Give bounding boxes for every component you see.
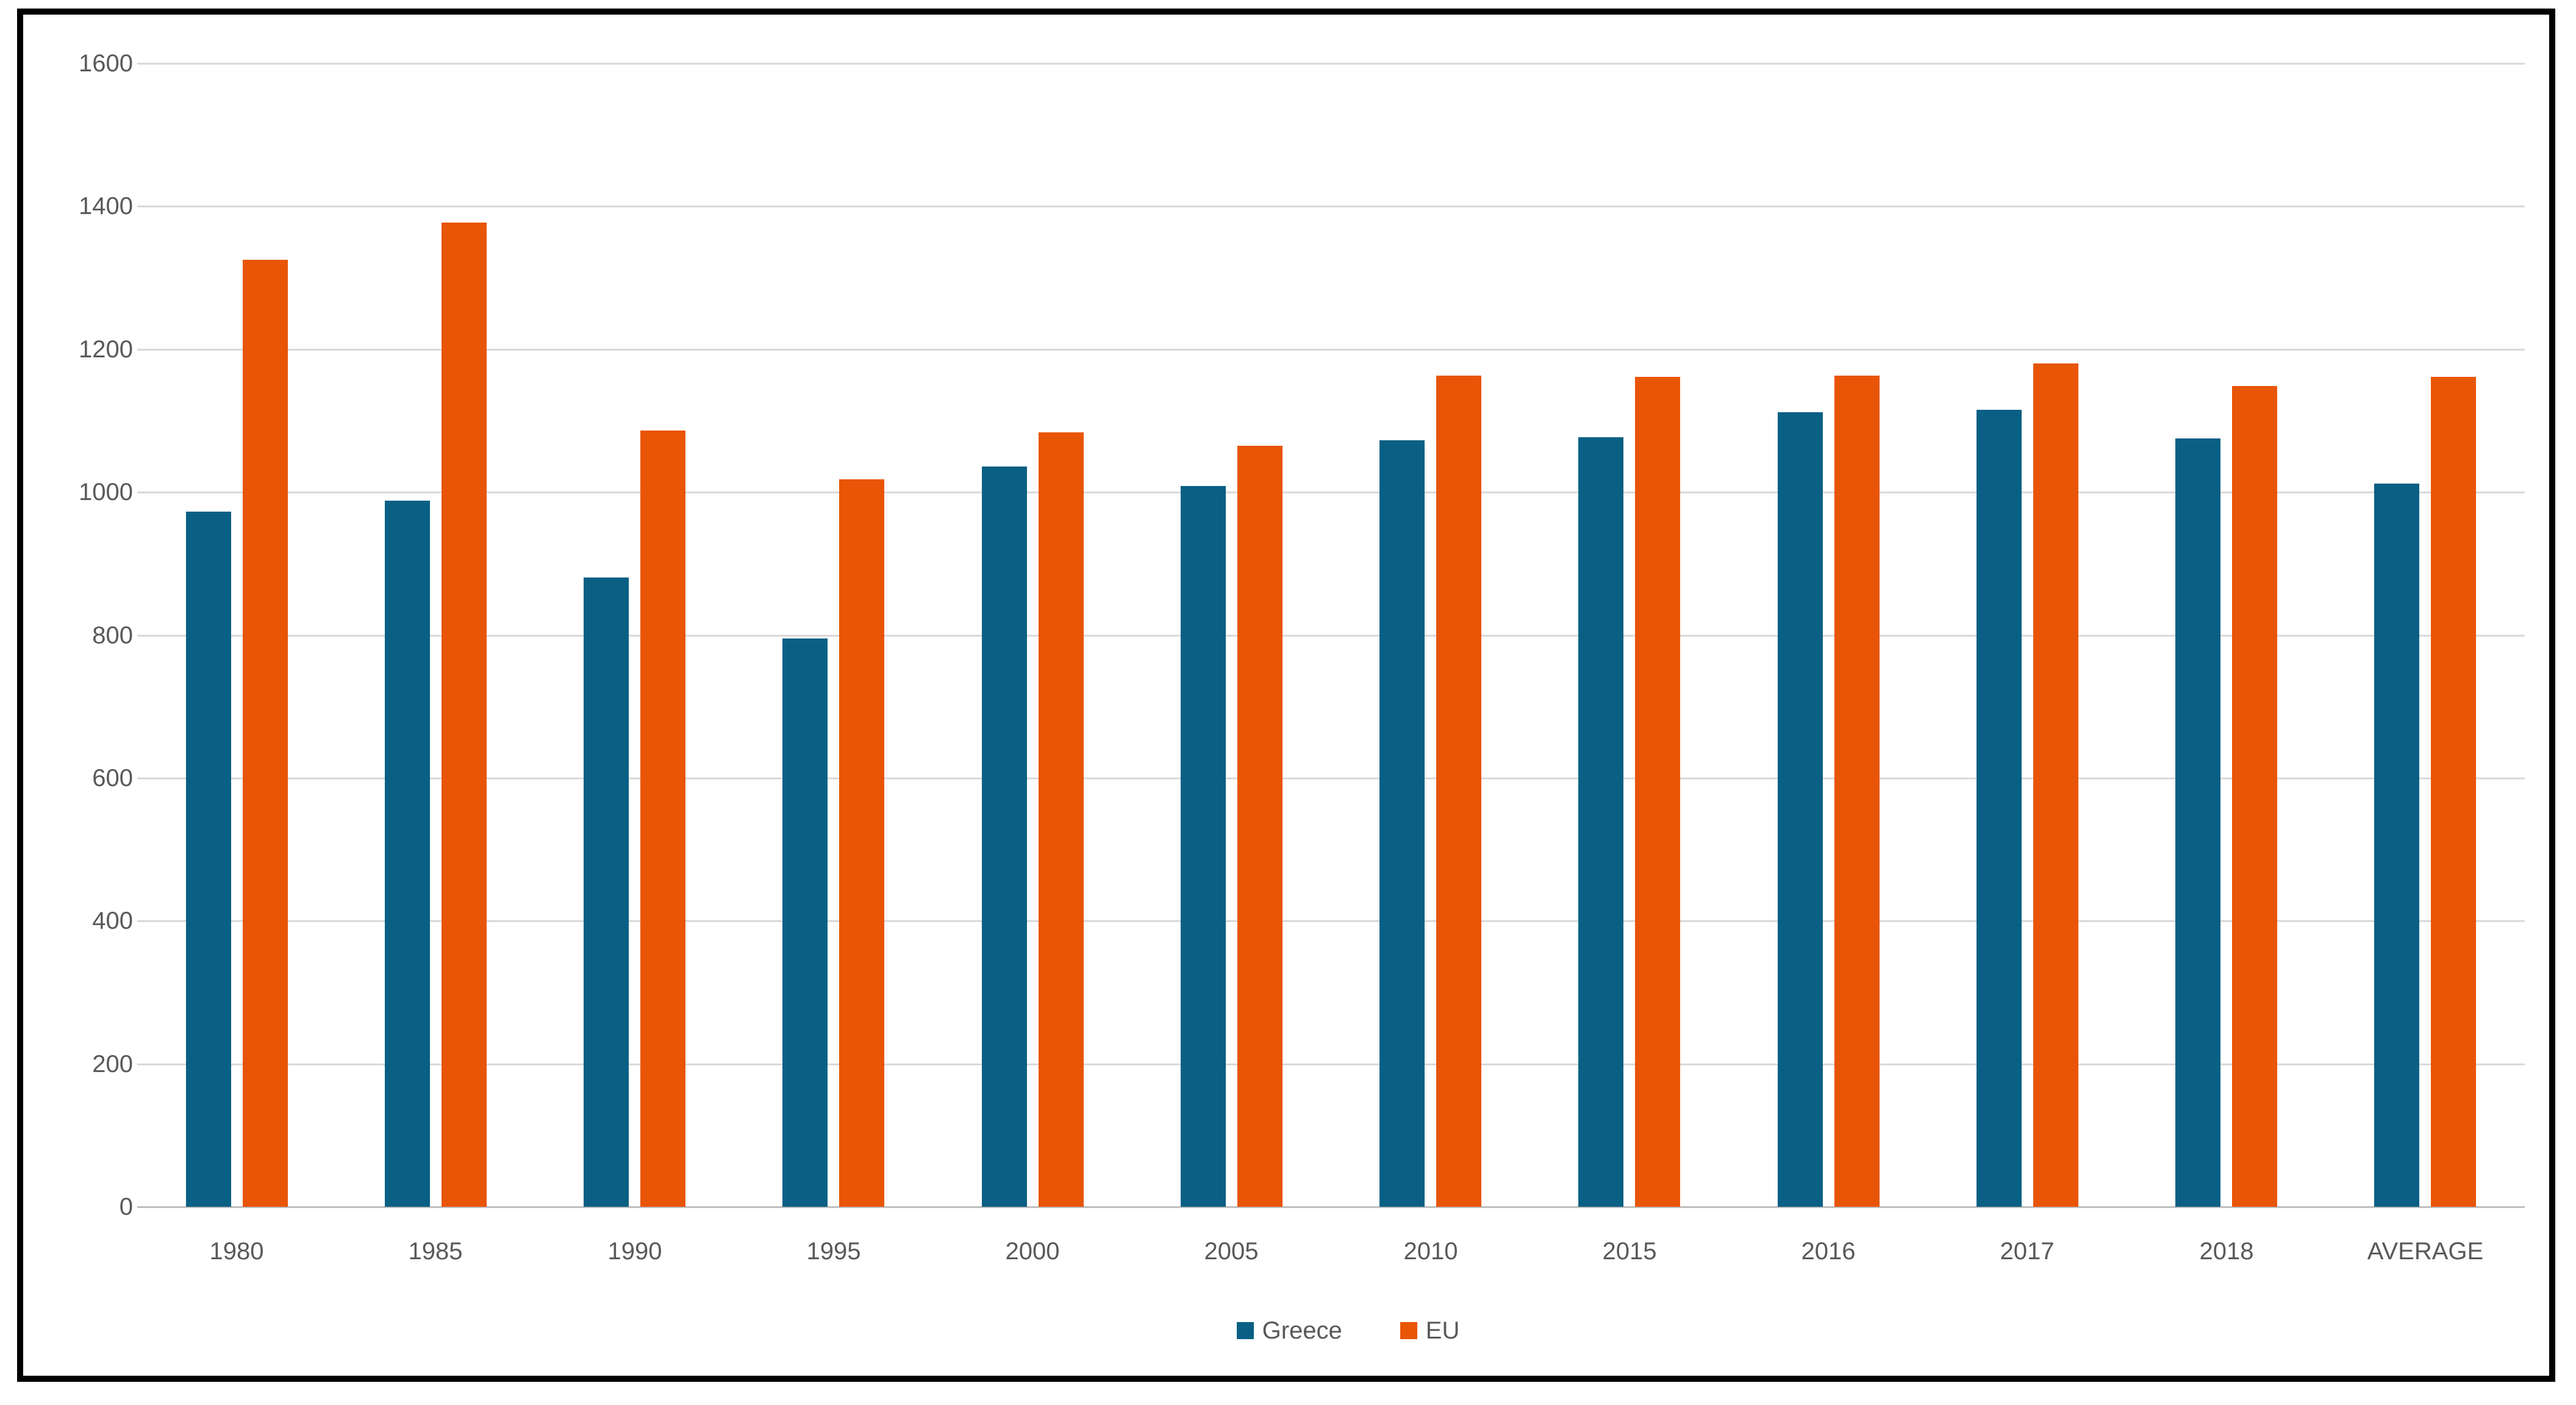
legend-entry-eu: EU <box>1400 1315 1460 1346</box>
y-axis-tick-label: 600 <box>92 764 133 792</box>
bar-eu <box>640 431 685 1207</box>
y-axis-tick-label: 1000 <box>79 479 133 506</box>
x-axis-category-label: 1995 <box>806 1238 861 1265</box>
bar-greece <box>1181 486 1226 1207</box>
bar-greece <box>782 638 828 1207</box>
legend-label: Greece <box>1262 1317 1342 1344</box>
legend-swatch-eu <box>1400 1322 1417 1339</box>
gridline <box>137 1063 2525 1065</box>
bar-eu <box>1436 376 1481 1207</box>
bar-greece <box>385 501 430 1207</box>
bar-greece <box>1578 437 1623 1207</box>
bar-greece <box>1778 412 1823 1207</box>
x-axis-category-label: 1985 <box>408 1238 463 1265</box>
x-axis-category-label: 1980 <box>209 1238 264 1265</box>
bar-greece <box>2374 484 2419 1207</box>
y-axis-tick-label: 0 <box>119 1193 133 1220</box>
bar-eu <box>2431 377 2476 1207</box>
gridline <box>137 63 2525 65</box>
bar-eu <box>2033 363 2078 1207</box>
x-axis-category-label: 2015 <box>1602 1238 1657 1265</box>
bar-eu <box>1834 376 1880 1207</box>
x-axis-category-label: AVERAGE <box>2367 1238 2484 1265</box>
bar-eu <box>442 223 487 1207</box>
bar-eu <box>243 260 288 1207</box>
gridline <box>137 206 2525 208</box>
x-axis-category-label: 2010 <box>1403 1238 1458 1265</box>
x-axis-category-label: 2018 <box>2199 1238 2254 1265</box>
y-axis-tick-label: 1600 <box>79 50 133 77</box>
bar-greece <box>1379 440 1425 1207</box>
y-axis-tick-label: 400 <box>92 907 133 935</box>
legend-label: EU <box>1425 1317 1460 1344</box>
chart-frame: Greece EU 0 200 400 600 800 1000 1200 1400 1600 19… <box>17 9 2555 1382</box>
x-axis-category-label: 2000 <box>1005 1238 1060 1265</box>
gridline <box>137 920 2525 923</box>
bar-greece <box>982 467 1027 1207</box>
x-axis-category-label: 2017 <box>2000 1238 2055 1265</box>
gridline <box>137 634 2525 637</box>
bar-eu <box>1237 446 1283 1207</box>
legend-entry-greece: Greece <box>1236 1315 1342 1346</box>
gridline <box>137 348 2525 351</box>
legend-swatch-greece <box>1236 1322 1254 1339</box>
y-axis-tick-label: 1400 <box>79 193 133 220</box>
bar-greece <box>584 577 629 1207</box>
bar-eu <box>1635 377 1680 1207</box>
x-axis-category-label: 2005 <box>1204 1238 1259 1265</box>
x-axis-line <box>137 1206 2525 1208</box>
gridline <box>137 492 2525 494</box>
legend: Greece EU <box>154 1315 2542 1346</box>
bar-eu <box>839 479 884 1207</box>
bar-greece <box>2175 438 2220 1207</box>
y-axis-tick-label: 1200 <box>79 335 133 363</box>
x-axis-category-label: 1990 <box>607 1238 662 1265</box>
y-axis-tick-label: 800 <box>92 621 133 649</box>
bar-eu <box>2232 386 2277 1207</box>
bar-eu <box>1039 432 1084 1207</box>
gridline <box>137 777 2525 779</box>
bar-greece <box>1977 410 2022 1207</box>
bar-greece <box>186 512 231 1207</box>
y-axis-tick-label: 200 <box>92 1050 133 1078</box>
x-axis-category-label: 2016 <box>1801 1238 1856 1265</box>
